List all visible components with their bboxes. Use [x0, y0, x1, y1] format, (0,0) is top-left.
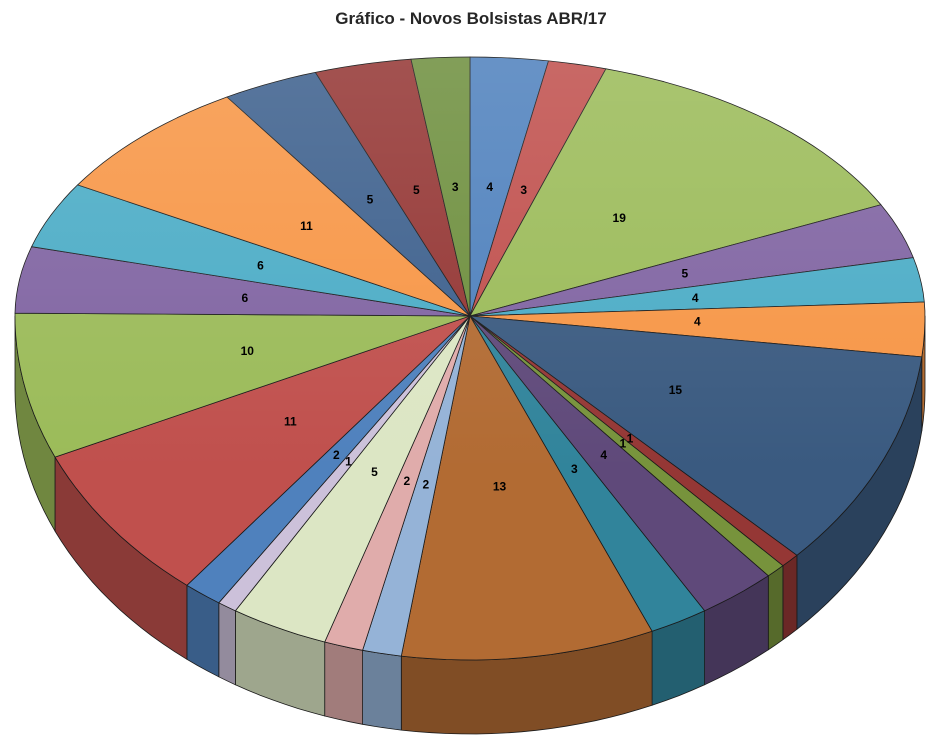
slice-value-label: 2	[333, 448, 340, 462]
slice-value-label: 15	[669, 383, 683, 397]
slice-value-label: 2	[423, 478, 430, 492]
slice-value-label: 5	[681, 266, 688, 280]
slice-value-label: 4	[486, 180, 493, 194]
slice-value-label: 3	[520, 183, 527, 197]
slice-value-label: 4	[694, 315, 701, 329]
slice-value-label: 2	[403, 474, 410, 488]
slice-value-label: 11	[300, 219, 313, 233]
slice-value-label: 5	[413, 183, 420, 197]
pie-slice-side[interactable]	[324, 641, 363, 725]
slice-value-label: 19	[613, 211, 627, 225]
slice-value-label: 10	[241, 344, 255, 358]
slice-value-label: 5	[371, 465, 378, 479]
pie-slice-side[interactable]	[218, 602, 236, 686]
slice-value-label: 3	[571, 462, 578, 476]
pie-slice-side[interactable]	[767, 565, 784, 651]
slice-value-label: 6	[241, 291, 248, 305]
slice-value-label: 4	[600, 448, 607, 462]
slice-value-label: 6	[257, 259, 264, 273]
slice-value-label: 13	[493, 480, 507, 494]
slice-value-label: 1	[619, 436, 626, 450]
slice-value-label: 1	[627, 431, 634, 445]
slice-value-label: 1	[345, 454, 352, 468]
slice-value-label: 5	[367, 193, 374, 207]
slice-value-label: 3	[452, 180, 459, 194]
slice-value-label: 4	[692, 291, 699, 305]
pie-slice-side[interactable]	[362, 649, 402, 731]
slice-value-label: 11	[284, 415, 297, 429]
chart-title: Gráfico - Novos Bolsistas ABR/17	[335, 9, 607, 28]
pie-slice-side[interactable]	[782, 554, 798, 641]
